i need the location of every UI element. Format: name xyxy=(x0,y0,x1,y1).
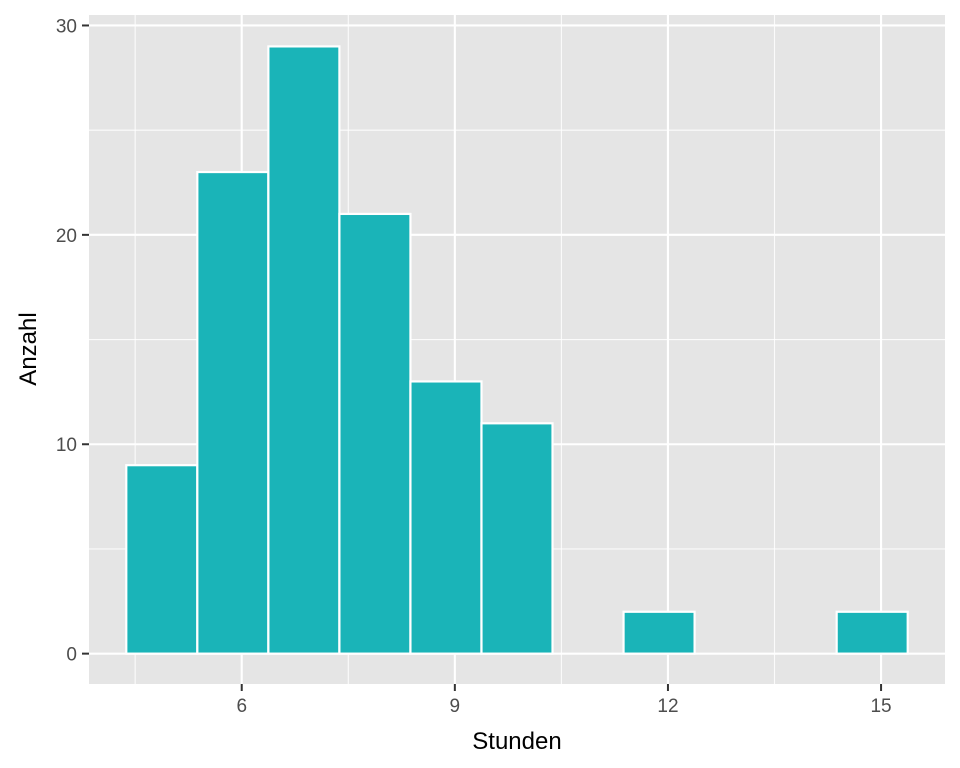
histogram-bar xyxy=(835,610,909,655)
histogram-bar xyxy=(338,212,412,655)
y-tick-label: 0 xyxy=(66,645,77,666)
histogram-bar xyxy=(125,464,199,655)
major-gridlines xyxy=(89,15,945,684)
x-axis-title: Stunden xyxy=(472,728,561,755)
histogram-bar xyxy=(267,45,341,655)
histogram-bar xyxy=(196,170,270,655)
x-axis: 6 9 12 15 xyxy=(236,684,892,717)
y-tick-label: 10 xyxy=(56,435,77,456)
histogram-bar xyxy=(622,610,696,655)
histogram-bar xyxy=(409,380,483,655)
y-tick-label: 30 xyxy=(56,16,77,37)
histogram-bar xyxy=(480,422,554,655)
x-tick-label: 6 xyxy=(236,696,247,717)
histogram-bars xyxy=(125,45,909,655)
x-tick-label: 9 xyxy=(450,696,461,717)
x-tick-label: 15 xyxy=(870,696,891,717)
y-tick-label: 20 xyxy=(56,226,77,247)
y-axis: 0 10 20 30 xyxy=(56,16,89,666)
y-axis-title: Anzahl xyxy=(15,312,42,385)
x-tick-label: 12 xyxy=(657,696,678,717)
